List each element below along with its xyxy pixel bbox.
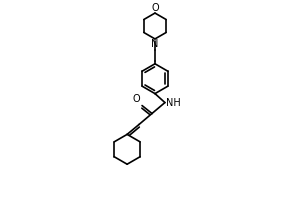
Text: O: O [151, 3, 159, 13]
Text: N: N [151, 39, 159, 49]
Text: O: O [132, 94, 140, 104]
Text: NH: NH [167, 98, 181, 108]
